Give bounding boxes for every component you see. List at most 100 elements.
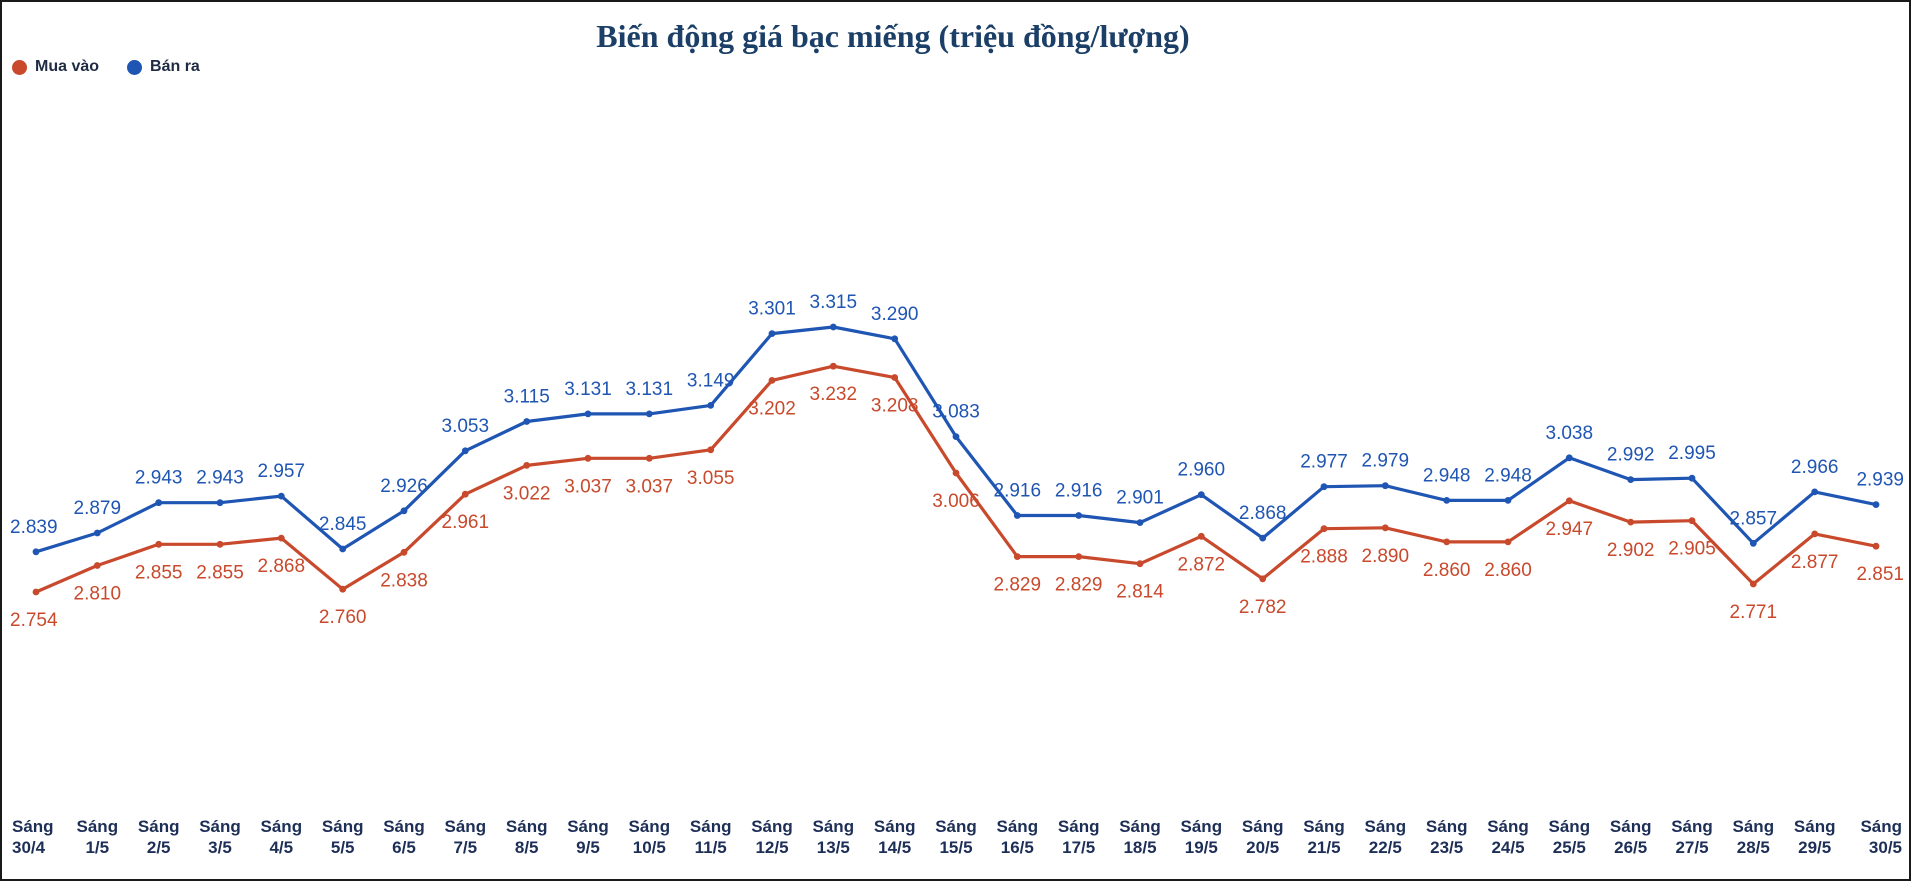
data-label-ban-ra: 3.315 <box>810 292 858 313</box>
data-point-ban-ra[interactable] <box>1627 476 1635 483</box>
data-point-ban-ra[interactable] <box>93 529 101 537</box>
x-tick-label: Sáng 19/5 <box>1181 817 1223 857</box>
data-point-ban-ra[interactable] <box>400 507 408 515</box>
data-point-ban-ra[interactable] <box>155 499 163 507</box>
x-tick-label: Sáng 14/5 <box>874 817 916 857</box>
data-point-ban-ra[interactable] <box>339 545 347 553</box>
data-point-ban-ra[interactable] <box>1197 491 1205 499</box>
data-point-ban-ra[interactable] <box>584 410 592 418</box>
data-point-mua-vao[interactable] <box>400 548 408 556</box>
data-point-mua-vao[interactable] <box>339 585 347 593</box>
x-tick-label: Sáng 18/5 <box>1119 817 1161 857</box>
data-point-ban-ra[interactable] <box>1443 497 1451 504</box>
data-label-mua-vao: 2.947 <box>1546 519 1594 540</box>
data-label-mua-vao: 3.055 <box>687 468 735 489</box>
data-point-mua-vao[interactable] <box>1075 553 1083 560</box>
data-point-mua-vao[interactable] <box>768 377 776 384</box>
data-point-ban-ra[interactable] <box>1749 539 1757 547</box>
x-tick-label: Sáng 15/5 <box>935 817 977 857</box>
data-point-ban-ra[interactable] <box>952 433 960 440</box>
x-tick-label: Sáng 30/4 <box>12 817 54 857</box>
x-tick-label: Sáng 1/5 <box>77 817 119 857</box>
data-point-mua-vao[interactable] <box>645 454 653 462</box>
data-point-mua-vao[interactable] <box>1811 530 1819 538</box>
data-point-ban-ra[interactable] <box>1013 512 1021 519</box>
data-label-mua-vao: 2.855 <box>135 562 183 583</box>
data-label-mua-vao: 2.810 <box>74 584 122 605</box>
data-label-mua-vao: 3.022 <box>503 483 551 504</box>
data-label-ban-ra: 2.916 <box>994 481 1042 502</box>
data-point-ban-ra[interactable] <box>1504 497 1512 504</box>
data-point-ban-ra[interactable] <box>645 410 653 418</box>
data-label-ban-ra: 2.926 <box>380 476 428 497</box>
data-label-ban-ra: 2.839 <box>10 517 58 538</box>
data-point-ban-ra[interactable] <box>1872 501 1880 508</box>
data-point-ban-ra[interactable] <box>707 402 715 409</box>
data-point-mua-vao[interactable] <box>1381 524 1389 532</box>
data-point-ban-ra[interactable] <box>1075 512 1083 519</box>
data-point-mua-vao[interactable] <box>1443 538 1451 546</box>
data-point-ban-ra[interactable] <box>768 330 776 337</box>
legend-label-mua-vao: Mua vào <box>35 58 100 75</box>
data-point-mua-vao[interactable] <box>1136 560 1144 568</box>
data-label-mua-vao: 2.829 <box>994 575 1042 596</box>
data-point-mua-vao[interactable] <box>1013 553 1021 560</box>
data-label-ban-ra: 2.943 <box>135 468 183 489</box>
data-label-ban-ra: 3.149 <box>687 370 735 391</box>
data-point-mua-vao[interactable] <box>707 446 715 454</box>
data-point-ban-ra[interactable] <box>523 418 531 425</box>
data-point-mua-vao[interactable] <box>93 562 101 569</box>
data-point-ban-ra[interactable] <box>32 548 40 556</box>
data-point-mua-vao[interactable] <box>1504 538 1512 546</box>
data-point-mua-vao[interactable] <box>1627 518 1635 526</box>
x-tick-label: Sáng 27/5 <box>1671 817 1713 857</box>
data-point-ban-ra[interactable] <box>1811 488 1819 496</box>
data-point-ban-ra[interactable] <box>1381 482 1389 490</box>
data-label-ban-ra: 2.943 <box>196 468 244 489</box>
data-point-mua-vao[interactable] <box>1320 525 1328 533</box>
x-tick-label: Sáng 23/5 <box>1426 817 1468 857</box>
data-label-ban-ra: 3.038 <box>1546 423 1594 444</box>
data-point-ban-ra[interactable] <box>829 323 837 331</box>
data-point-mua-vao[interactable] <box>155 540 163 548</box>
data-label-ban-ra: 3.083 <box>932 402 980 423</box>
x-tick-label: Sáng 9/5 <box>567 817 609 857</box>
data-label-mua-vao: 2.838 <box>380 570 428 591</box>
data-point-ban-ra[interactable] <box>1259 534 1267 542</box>
data-label-ban-ra: 2.995 <box>1668 443 1716 464</box>
data-point-mua-vao[interactable] <box>523 462 531 469</box>
data-point-ban-ra[interactable] <box>1136 519 1144 526</box>
data-label-mua-vao: 2.771 <box>1730 602 1778 623</box>
data-point-mua-vao[interactable] <box>277 534 285 542</box>
data-point-mua-vao[interactable] <box>1872 542 1880 550</box>
data-point-mua-vao[interactable] <box>1565 497 1573 505</box>
data-point-mua-vao[interactable] <box>584 454 592 462</box>
data-point-mua-vao[interactable] <box>829 362 837 370</box>
data-point-ban-ra[interactable] <box>461 447 469 455</box>
data-point-mua-vao[interactable] <box>1197 532 1205 540</box>
data-point-ban-ra[interactable] <box>216 499 224 507</box>
data-point-ban-ra[interactable] <box>1688 474 1696 482</box>
data-point-ban-ra[interactable] <box>1320 483 1328 491</box>
data-point-ban-ra[interactable] <box>891 335 899 343</box>
data-label-ban-ra: 3.131 <box>626 379 674 400</box>
x-tick-label: Sáng 3/5 <box>199 817 241 857</box>
data-label-mua-vao: 3.232 <box>810 384 858 405</box>
data-point-ban-ra[interactable] <box>1565 454 1573 462</box>
data-point-mua-vao[interactable] <box>1259 575 1267 583</box>
data-label-ban-ra: 2.868 <box>1239 503 1287 524</box>
data-point-mua-vao[interactable] <box>461 490 469 498</box>
data-point-mua-vao[interactable] <box>952 469 960 477</box>
data-point-mua-vao[interactable] <box>1749 580 1757 588</box>
legend-item-ban-ra[interactable]: Bán ra <box>127 58 200 76</box>
data-label-mua-vao: 2.814 <box>1116 582 1164 603</box>
x-tick-label: Sáng 30/5 <box>1860 817 1902 857</box>
data-point-mua-vao[interactable] <box>32 588 40 596</box>
data-point-mua-vao[interactable] <box>1688 517 1696 525</box>
legend-item-mua-vao[interactable]: Mua vào <box>12 58 99 76</box>
data-point-mua-vao[interactable] <box>216 540 224 548</box>
data-label-mua-vao: 2.851 <box>1856 564 1904 585</box>
data-point-ban-ra[interactable] <box>277 492 285 500</box>
data-point-mua-vao[interactable] <box>891 374 899 381</box>
